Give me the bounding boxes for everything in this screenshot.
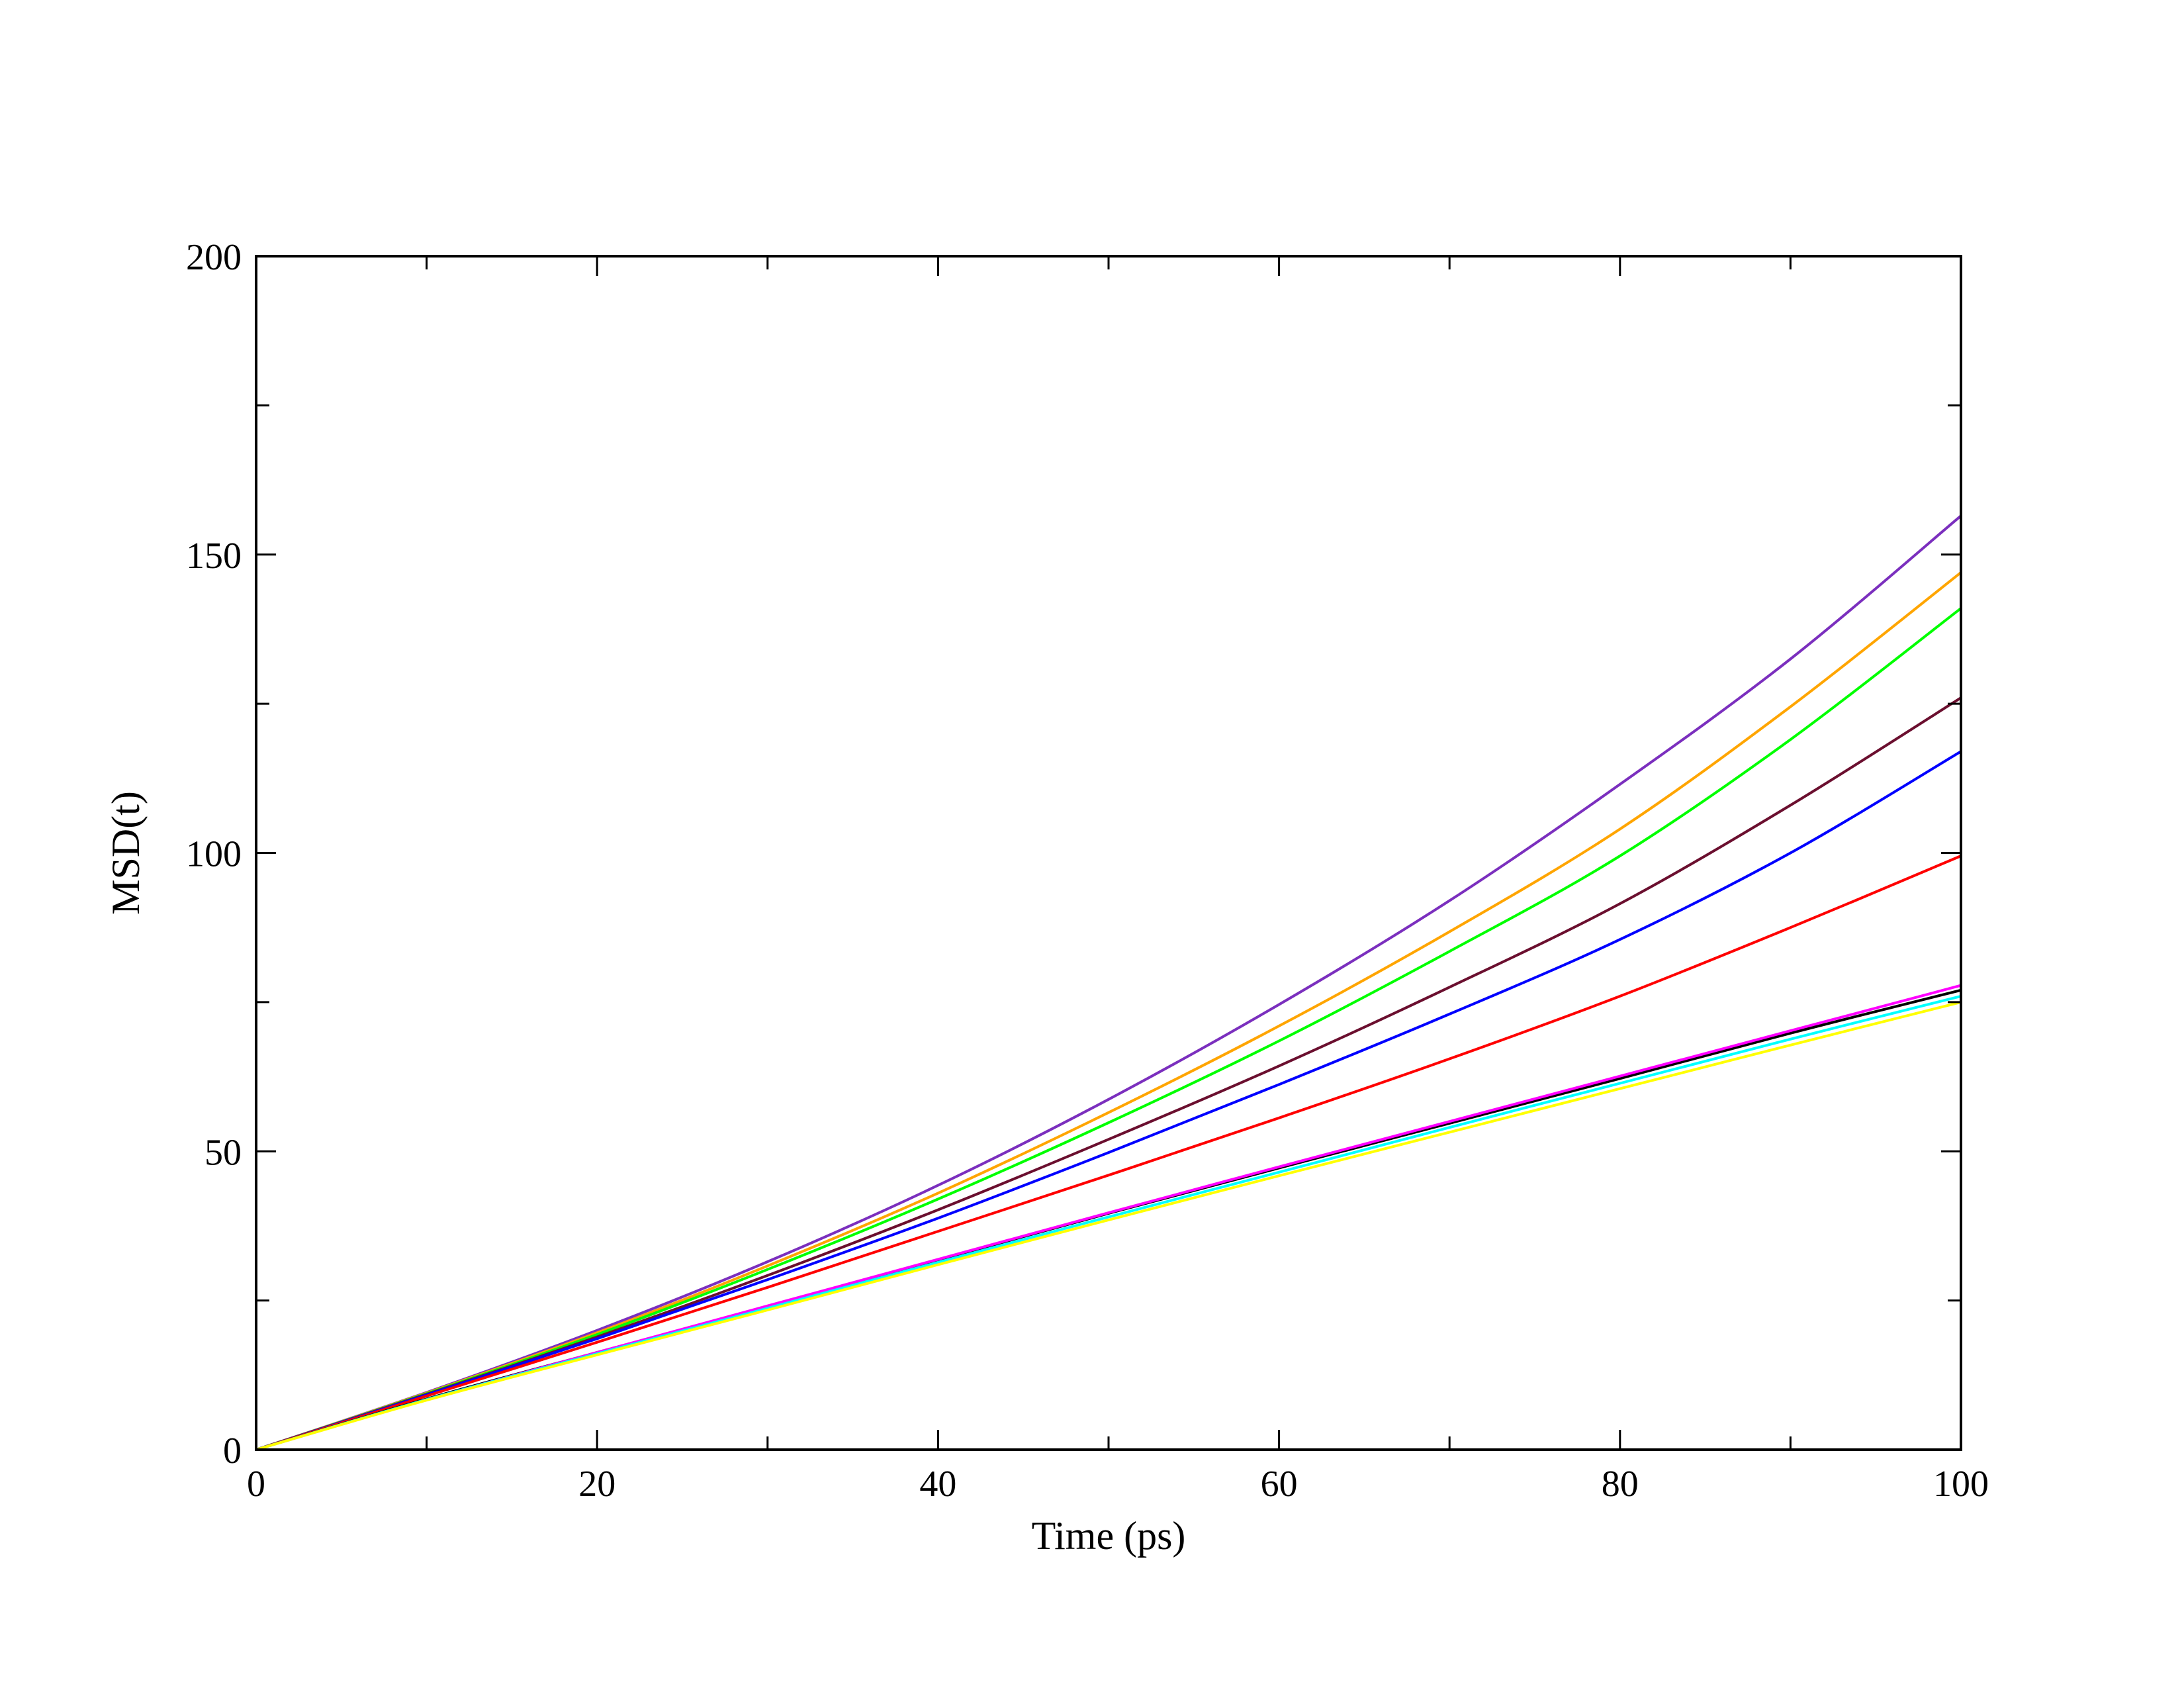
- y-tick-label: 0: [223, 1430, 242, 1472]
- y-tick-label: 100: [186, 834, 242, 875]
- y-tick-label: 50: [205, 1132, 242, 1173]
- x-axis-title: Time (ps): [1032, 1514, 1186, 1558]
- x-tick-label: 60: [1261, 1464, 1298, 1505]
- plot-frame: [255, 255, 1962, 1451]
- x-tick-label: 40: [919, 1464, 956, 1505]
- y-axis-title: MSD(t): [104, 791, 148, 915]
- series-line-5: [255, 750, 1962, 1451]
- y-tick-label: 150: [186, 536, 242, 577]
- tick-labels: 0 20 40 60 80 100 0 50 100 150 200: [186, 237, 1989, 1505]
- x-tick-label: 0: [247, 1464, 265, 1505]
- series-line-10: [255, 1000, 1962, 1451]
- series-line-1: [255, 514, 1962, 1451]
- x-tick-label: 20: [578, 1464, 615, 1505]
- series-line-3: [255, 607, 1962, 1451]
- series-layer: [255, 514, 1962, 1451]
- x-tick-label: 80: [1602, 1464, 1639, 1505]
- x-tick-label: 100: [1933, 1464, 1989, 1505]
- y-tick-label: 200: [186, 237, 242, 278]
- series-line-6: [255, 855, 1962, 1451]
